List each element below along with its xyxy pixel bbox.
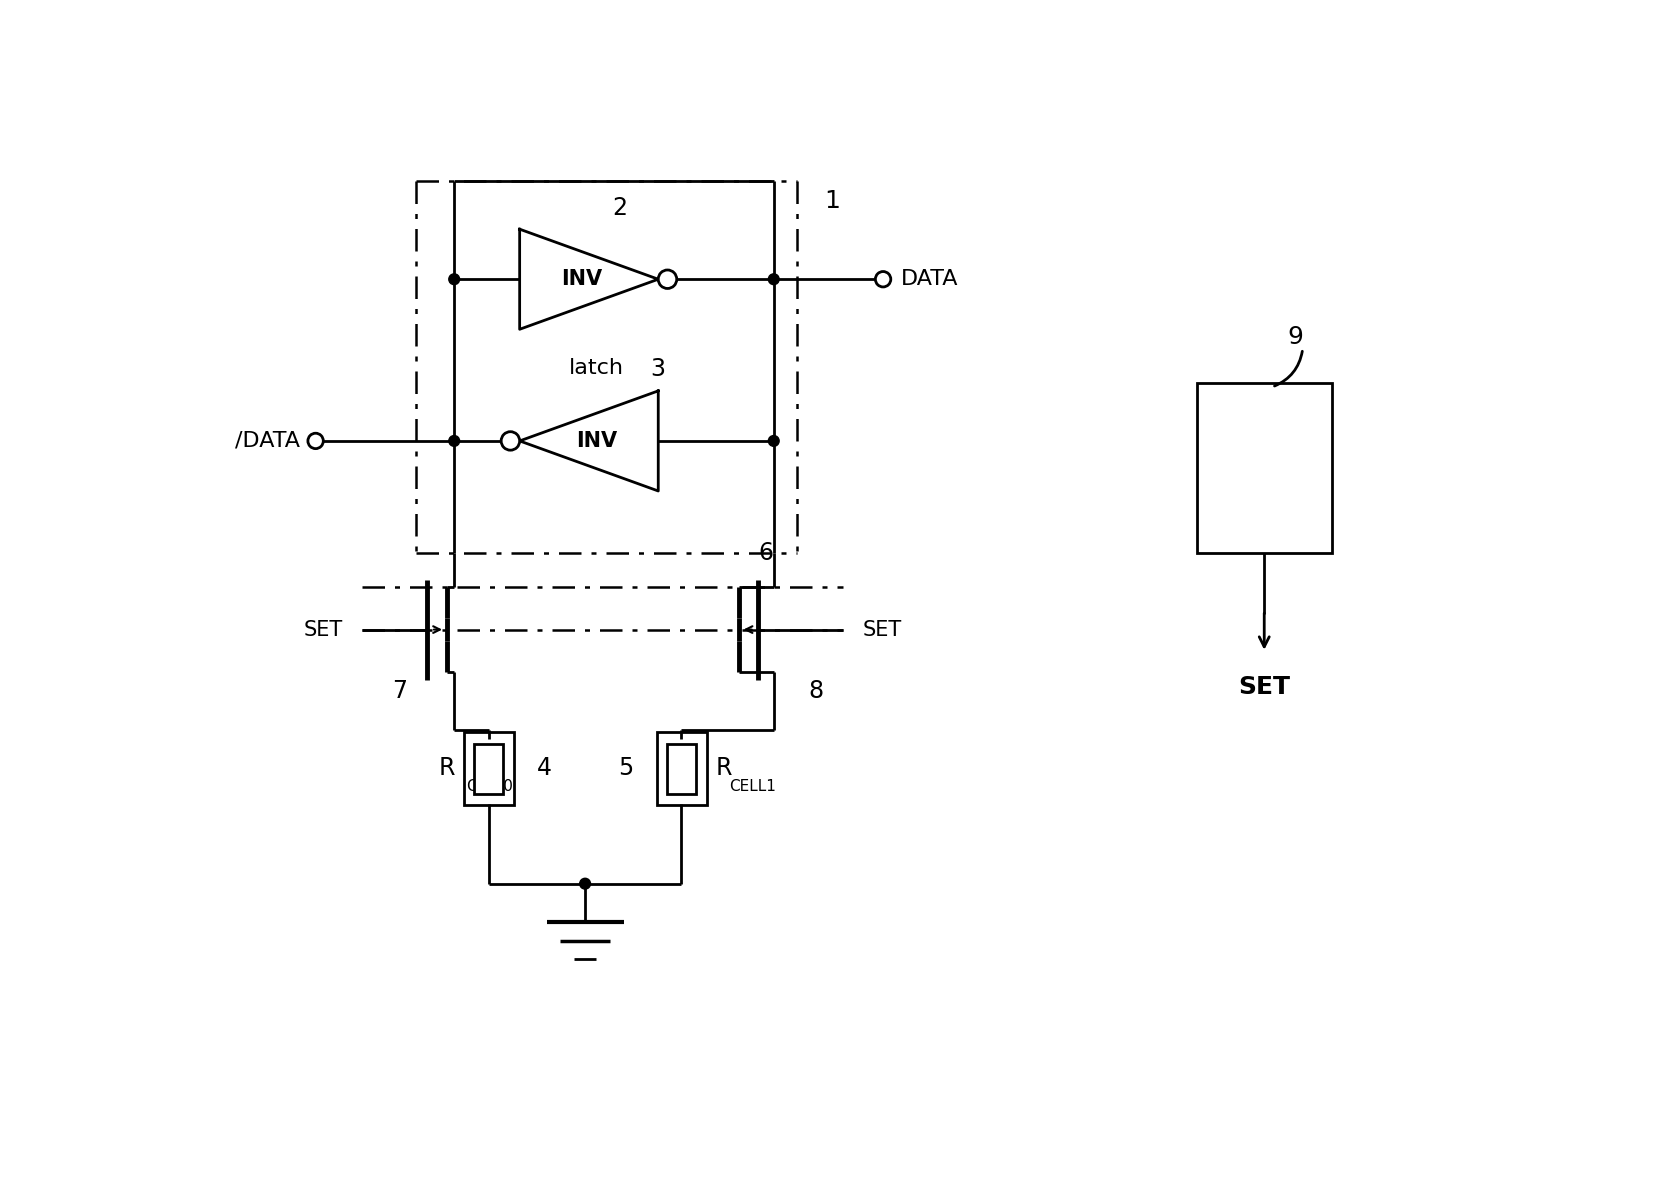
Circle shape	[501, 432, 520, 450]
Circle shape	[769, 436, 779, 447]
Text: CELL1: CELL1	[729, 779, 775, 793]
Text: INV: INV	[561, 270, 603, 289]
Text: 6: 6	[759, 541, 774, 565]
Text: 1: 1	[823, 189, 840, 213]
Bar	[667, 744, 696, 793]
Bar	[475, 744, 503, 793]
Text: 3: 3	[651, 358, 666, 382]
Text: SET: SET	[1238, 675, 1290, 700]
Text: R: R	[715, 756, 732, 780]
Text: R: R	[438, 756, 455, 780]
Text: DATA: DATA	[901, 270, 958, 289]
Bar	[1197, 383, 1331, 553]
Text: 5: 5	[619, 756, 634, 780]
Text: SET: SET	[862, 620, 901, 639]
Text: /DATA: /DATA	[236, 431, 300, 452]
Circle shape	[659, 270, 677, 289]
Text: SET: SET	[304, 620, 342, 639]
Text: 9: 9	[1288, 325, 1303, 349]
Text: CELL0: CELL0	[466, 779, 513, 793]
Text: INV: INV	[576, 431, 618, 452]
Bar	[465, 732, 515, 805]
Text: 8: 8	[808, 679, 823, 703]
Circle shape	[307, 433, 324, 449]
Circle shape	[448, 436, 460, 447]
Circle shape	[448, 273, 460, 284]
Circle shape	[769, 273, 779, 284]
Circle shape	[875, 272, 891, 287]
Text: latch: latch	[569, 358, 624, 378]
Text: 7: 7	[393, 679, 408, 703]
Circle shape	[579, 878, 591, 889]
Bar	[657, 732, 707, 805]
Text: 4: 4	[536, 756, 551, 780]
Text: 2: 2	[613, 195, 627, 219]
